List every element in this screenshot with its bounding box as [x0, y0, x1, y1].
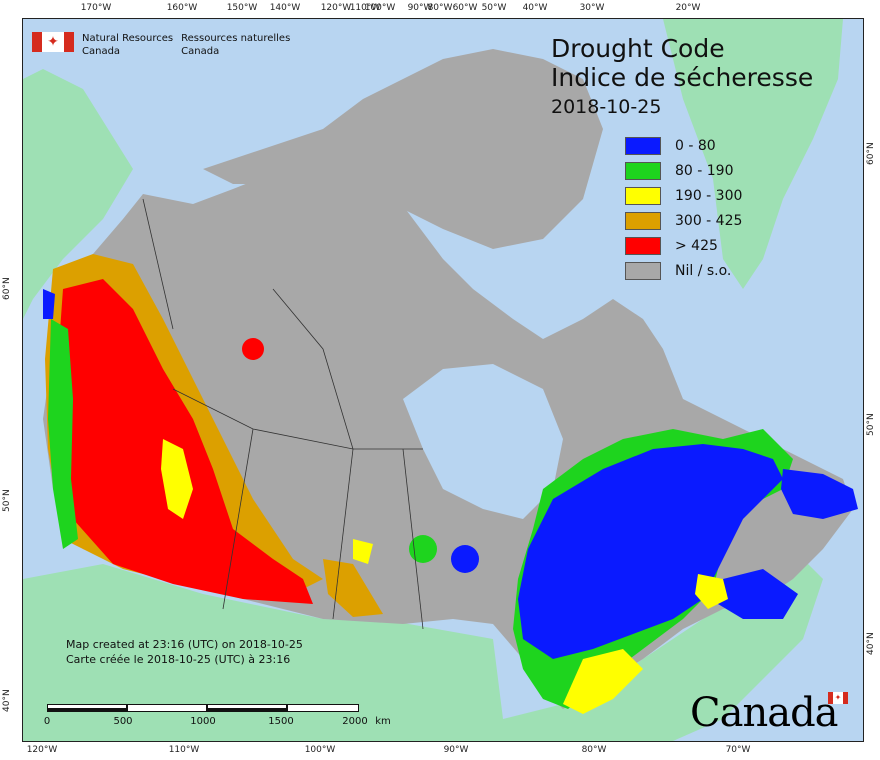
scale-unit: km: [375, 716, 391, 727]
legend-item: 300 - 425: [625, 208, 742, 233]
nwt-red-spot: [242, 338, 264, 360]
coast-blue-zone: [43, 289, 55, 319]
hudson-bay: [403, 364, 563, 519]
grat-left-50n: 50°N: [2, 489, 12, 512]
grat-left-60n: 60°N: [2, 277, 12, 300]
scale-label: 0: [43, 716, 51, 727]
agency-signature: ✦ Natural Resources Canada Ressources na…: [32, 32, 290, 58]
scale-label: 2000: [342, 716, 368, 727]
canada-wordmark: Canada: [690, 690, 839, 736]
scale-label: 1500: [268, 716, 294, 727]
grat-bottom-70w: 70°W: [725, 745, 751, 755]
maritimes-blue: [718, 569, 798, 619]
grat-right-60n: 60°N: [866, 142, 876, 165]
legend-item: 80 - 190: [625, 158, 742, 183]
legend-swatch: [625, 161, 661, 180]
grat-top-160w: 160°W: [166, 3, 198, 13]
maritimes-yellow-zone: [695, 574, 728, 609]
ontario-yellow-zone: [563, 649, 643, 714]
scale-segment-fill: [207, 708, 287, 712]
east-blue-zone: [518, 444, 783, 659]
us-land: [23, 559, 823, 741]
agency-en-line1: Natural Resources: [82, 33, 174, 44]
west-yellow-zone: [161, 439, 193, 519]
legend-swatch: [625, 261, 661, 280]
grat-top-60w: 60°W: [452, 3, 478, 13]
grat-left-40n: 40°N: [2, 689, 12, 712]
legend-label: 0 - 80: [675, 137, 716, 154]
legend-swatch: [625, 236, 661, 255]
credit-fr: Carte créée le 2018-10-25 (UTC) à 23:16: [66, 653, 291, 666]
grat-top-30w: 30°W: [579, 3, 605, 13]
legend-label: 300 - 425: [675, 212, 743, 229]
agency-fr-line2: Canada: [181, 46, 220, 57]
manitoba-blue-spot: [451, 545, 479, 573]
scale-label: 500: [113, 716, 133, 727]
scale-bar: 0 500 1000 1500 2000 km: [43, 704, 391, 734]
legend-swatch: [625, 211, 661, 230]
scale-label: 1000: [190, 716, 216, 727]
legend-swatch: [625, 186, 661, 205]
legend-label: 80 - 190: [675, 162, 734, 179]
legend-item: > 425: [625, 233, 742, 258]
credit-en: Map created at 23:16 (UTC) on 2018-10-25: [66, 638, 303, 651]
agency-en-line2: Canada: [82, 46, 121, 57]
grat-top-150w: 150°W: [226, 3, 258, 13]
map-frame: [22, 18, 864, 742]
province-boundaries: [142, 198, 424, 630]
grat-right-40n: 40°N: [866, 632, 876, 655]
alaska-land: [23, 69, 133, 319]
wordmark-flag-icon: ✦: [828, 692, 848, 704]
grat-top-140w: 140°W: [269, 3, 301, 13]
grat-top-50w: 50°W: [481, 3, 507, 13]
grat-bottom-80w: 80°W: [581, 745, 607, 755]
manitoba-green-spot: [409, 535, 437, 563]
grat-top-120w: 120°W: [320, 3, 352, 13]
map-canvas: [23, 19, 858, 741]
canada-flag-icon: ✦: [32, 32, 74, 52]
legend-item: 190 - 300: [625, 183, 742, 208]
legend: 0 - 80 80 - 190 190 - 300 300 - 425 > 42…: [625, 133, 742, 283]
map-title-block: Drought Code Indice de sécheresse 2018-1…: [551, 34, 813, 120]
arctic-islands: [203, 49, 603, 249]
grat-top-40w: 40°W: [522, 3, 548, 13]
grat-top-90w: 90°W: [407, 3, 433, 13]
scale-segment: [127, 704, 207, 712]
grat-top-20w: 20°W: [675, 3, 701, 13]
grat-top-100w: 100°W: [364, 3, 396, 13]
grat-right-50n: 50°N: [866, 413, 876, 436]
grat-bottom-90w: 90°W: [443, 745, 469, 755]
agency-fr-line1: Ressources naturelles: [181, 33, 291, 44]
legend-item: 0 - 80: [625, 133, 742, 158]
prairie-yellow-zone: [353, 539, 373, 564]
grat-bottom-100w: 100°W: [304, 745, 336, 755]
scale-segment-fill: [47, 708, 127, 712]
title-en: Drought Code: [551, 34, 725, 63]
grat-top-110w: 110°W: [349, 3, 381, 13]
grat-top-170w: 170°W: [80, 3, 112, 13]
scale-segment: [287, 704, 359, 712]
map-date: 2018-10-25: [551, 96, 662, 118]
legend-swatch: [625, 136, 661, 155]
grat-top-80w: 80°W: [427, 3, 453, 13]
legend-label: > 425: [675, 237, 718, 254]
grat-bottom-120w: 120°W: [26, 745, 58, 755]
newfoundland-blue: [781, 469, 858, 519]
legend-label: 190 - 300: [675, 187, 743, 204]
map-credits: Map created at 23:16 (UTC) on 2018-10-25…: [66, 637, 303, 667]
west-red-zone: [58, 279, 313, 604]
greenland-land: [663, 19, 843, 289]
title-fr: Indice de sécheresse: [551, 63, 814, 92]
legend-item: Nil / s.o.: [625, 258, 742, 283]
grat-bottom-110w: 110°W: [168, 745, 200, 755]
legend-label: Nil / s.o.: [675, 262, 732, 279]
coast-green-zone: [48, 319, 78, 549]
